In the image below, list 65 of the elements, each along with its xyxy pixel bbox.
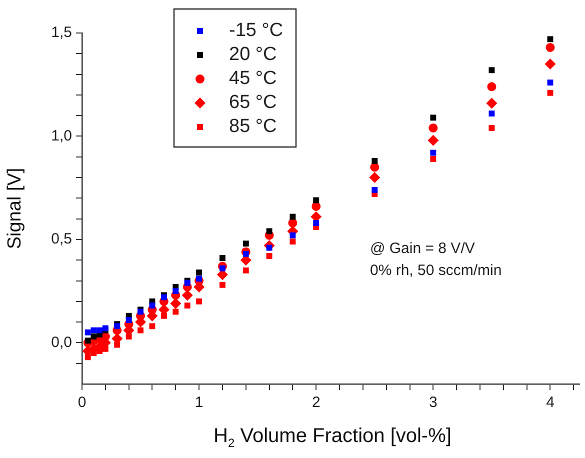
annotation: @ Gain = 8 V/V <box>370 240 475 257</box>
point <box>149 302 156 309</box>
point <box>266 253 272 259</box>
point <box>220 265 226 272</box>
point <box>369 172 380 184</box>
y-tick-label: 1,0 <box>51 127 72 144</box>
point <box>428 123 438 132</box>
point <box>546 42 555 52</box>
point <box>290 214 296 220</box>
point <box>149 323 156 330</box>
y-tick-label: 0,0 <box>51 334 72 351</box>
point <box>372 186 378 193</box>
point <box>313 197 320 204</box>
point <box>430 150 436 156</box>
point <box>220 282 226 288</box>
point <box>430 114 436 121</box>
legend-label: 65 °C <box>229 92 277 114</box>
point <box>96 327 103 334</box>
point <box>242 240 249 247</box>
annotation: 0% rh, 50 sccm/min <box>370 262 502 279</box>
point <box>90 327 97 334</box>
point <box>172 308 179 315</box>
x-tick-label: 3 <box>429 394 438 412</box>
y-tick-label: 1,5 <box>51 24 72 42</box>
point <box>84 329 91 336</box>
y-tick-label: 0,5 <box>51 230 72 248</box>
point <box>242 250 249 257</box>
point <box>90 334 97 340</box>
x-tick-label: 4 <box>546 394 554 412</box>
point <box>126 317 132 323</box>
legend-label: -15 °C <box>229 20 284 42</box>
legend-label: 45 °C <box>229 68 277 90</box>
point <box>428 134 439 146</box>
point <box>84 338 91 344</box>
point <box>196 276 202 282</box>
point <box>486 98 498 109</box>
point <box>544 58 556 70</box>
point <box>290 232 296 238</box>
x-tick-label: 0 <box>78 394 86 412</box>
point <box>290 238 296 245</box>
point <box>266 228 272 234</box>
point <box>488 67 495 74</box>
point <box>372 158 378 164</box>
point <box>547 36 554 42</box>
point <box>547 80 554 86</box>
legend-label: 20 °C <box>229 44 277 66</box>
point <box>184 302 190 309</box>
point <box>138 327 144 334</box>
point <box>313 220 320 226</box>
point <box>487 82 496 92</box>
y-axis-title: Signal [V] <box>4 168 26 250</box>
point <box>220 255 226 262</box>
point <box>488 125 495 131</box>
point <box>430 156 436 162</box>
point <box>196 270 202 276</box>
point <box>242 267 249 274</box>
point <box>547 90 554 96</box>
x-tick-label: 2 <box>312 394 320 412</box>
point <box>488 110 495 116</box>
point <box>182 290 193 301</box>
x-axis-title: H$_{2}$ Volume Fraction [vol-%] <box>212 425 452 450</box>
point <box>196 298 202 304</box>
point <box>172 288 179 294</box>
legend-label: 85 °C <box>229 116 277 138</box>
x-tick-label: 1 <box>194 394 204 412</box>
